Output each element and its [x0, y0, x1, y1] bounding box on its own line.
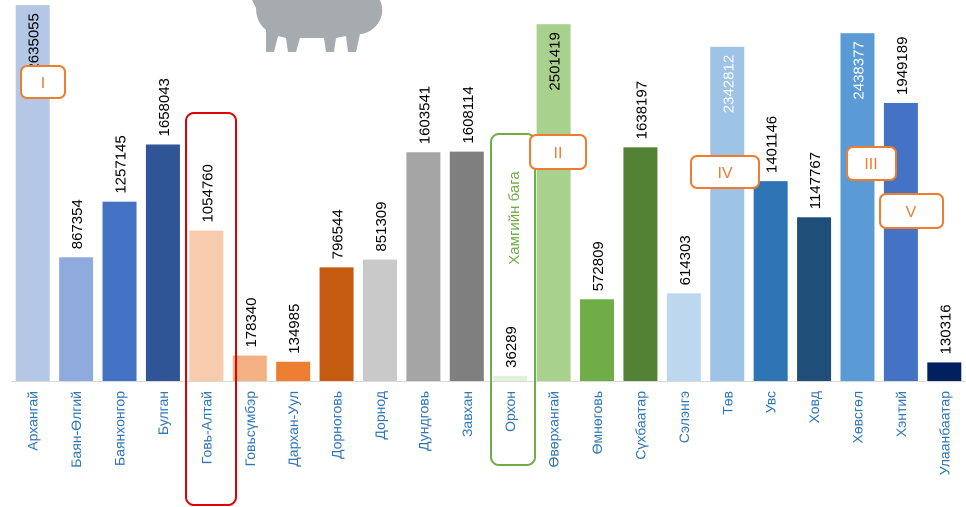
x-tick-label: Сүхбаатар — [632, 391, 648, 460]
value-label: 2501419 — [547, 32, 564, 90]
x-tick-label: Орхон — [502, 391, 518, 432]
value-label: 572809 — [590, 241, 607, 291]
rank-label: III — [864, 156, 877, 173]
value-label: 1603541 — [416, 86, 433, 144]
value-label: 2342812 — [720, 55, 737, 113]
value-label: 130316 — [937, 304, 954, 354]
value-label: 1658043 — [156, 78, 173, 136]
bar — [59, 257, 93, 381]
rank-label: II — [554, 145, 563, 162]
x-tick-label: Төв — [719, 391, 735, 415]
value-label: 796544 — [330, 209, 347, 259]
rank-V: V — [880, 194, 943, 228]
bar — [450, 152, 484, 381]
lowest-note: Хамгийн бага — [506, 171, 523, 265]
bar — [754, 181, 788, 381]
value-label: 614303 — [677, 235, 694, 285]
rank-III: III — [847, 147, 896, 180]
x-tick-label: Дорноговь — [329, 391, 345, 459]
x-tick-label: Хэнтий — [893, 391, 909, 437]
rank-label: I — [41, 75, 45, 92]
value-label: 1257145 — [113, 135, 130, 193]
x-tick-label: Архангай — [25, 391, 41, 451]
value-label: 1608114 — [460, 86, 477, 143]
value-label: 1147767 — [807, 152, 824, 209]
rank-IV: IV — [691, 156, 759, 188]
x-tick-label: Булган — [155, 391, 171, 435]
x-tick-label: Улаанбаатар — [936, 391, 952, 475]
x-tick-label: Дархан-Уул — [285, 391, 301, 467]
bar — [797, 217, 831, 381]
bar — [189, 231, 223, 381]
x-tick-label: Хөвсгөл — [849, 391, 865, 443]
value-label: 2438377 — [850, 41, 867, 99]
value-label: 851309 — [373, 202, 390, 252]
x-tick-label: Завхан — [459, 391, 475, 437]
rank-II: II — [530, 135, 586, 169]
x-tick-label: Говь-Алтай — [198, 391, 214, 464]
value-label: 36289 — [503, 326, 520, 368]
bar — [493, 376, 527, 381]
bar — [406, 152, 440, 381]
x-tick-label: Дундговь — [415, 391, 431, 451]
bar — [927, 362, 961, 381]
value-label: 134985 — [286, 304, 303, 354]
value-label: 1949189 — [894, 37, 911, 95]
x-tick-label: Өмнөговь — [589, 391, 605, 454]
rank-I: I — [21, 66, 65, 98]
bar — [363, 260, 397, 381]
bar — [276, 362, 310, 381]
value-label: 1401146 — [764, 116, 781, 173]
bar — [623, 147, 657, 381]
rank-label: V — [906, 204, 917, 221]
value-label: 1054760 — [199, 164, 216, 222]
chart: Архангай 2635055 Баян-Өлгий 867354 Баянхонго… — [0, 0, 966, 507]
bar — [320, 267, 354, 381]
x-tick-label: Ховд — [806, 391, 822, 423]
x-tick-label: Увс — [763, 391, 779, 413]
value-label: 1638197 — [633, 81, 650, 139]
bar — [233, 356, 267, 381]
value-label: 867354 — [69, 199, 86, 249]
x-tick-label: Баян-Өлгий — [68, 391, 84, 468]
bar — [884, 103, 918, 381]
bar — [103, 202, 137, 381]
x-tick-label: Дорнод — [372, 391, 388, 440]
bar — [667, 293, 701, 381]
rank-label: IV — [717, 165, 732, 182]
value-label: 2635055 — [26, 13, 43, 71]
x-tick-label: Баянхонгор — [112, 391, 128, 466]
value-label: 178340 — [243, 297, 260, 347]
x-tick-label: Өвөрхангай — [546, 391, 562, 468]
sheep-icon — [252, 0, 382, 52]
bar — [580, 299, 614, 381]
bar — [146, 144, 180, 381]
x-tick-label: Говьсүмбэр — [242, 391, 258, 467]
x-tick-label: Сэлэнгэ — [676, 391, 692, 443]
